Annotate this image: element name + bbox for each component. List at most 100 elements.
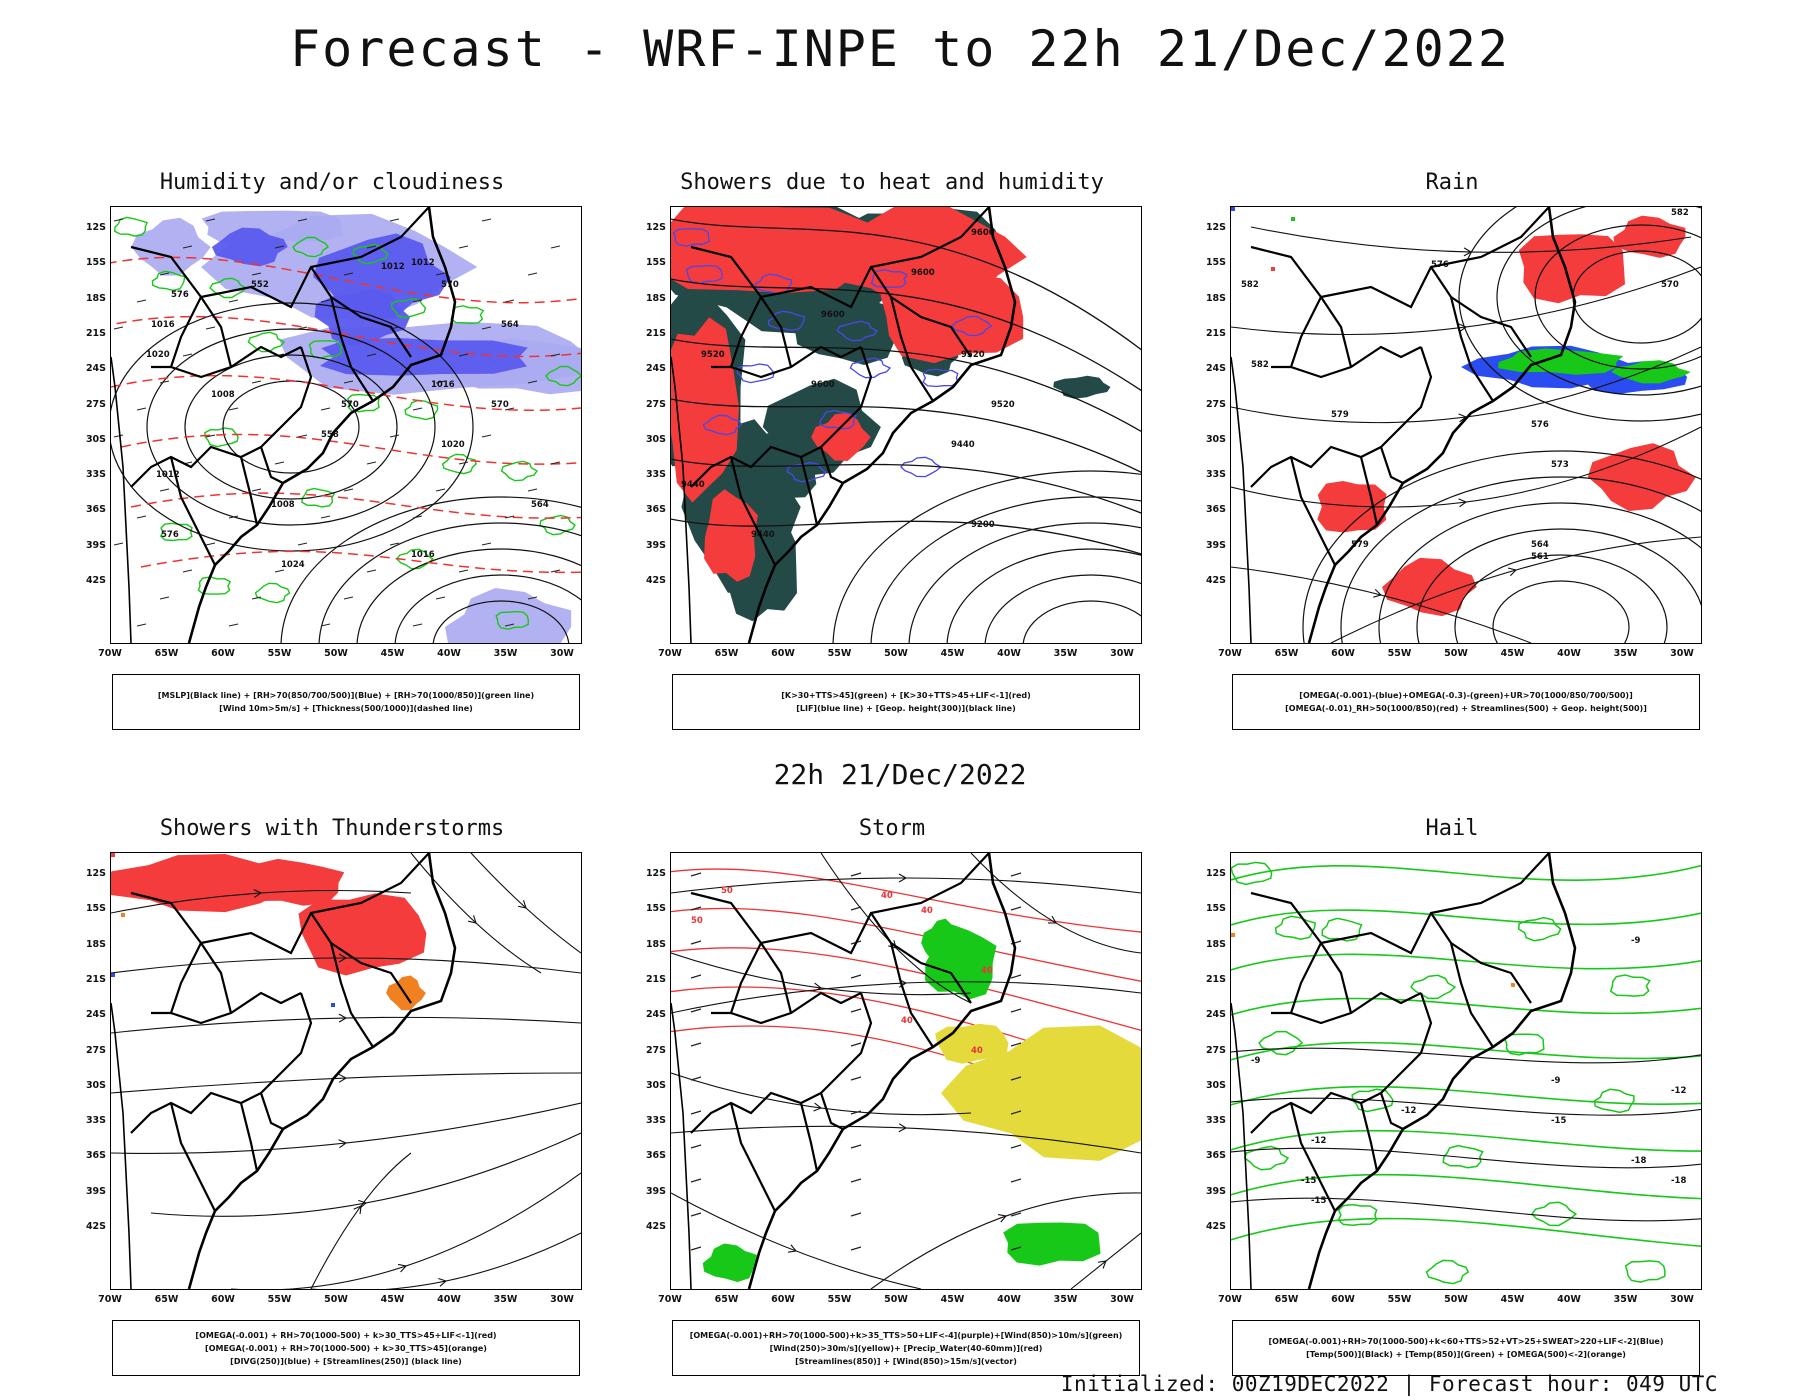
streamline — [111, 1072, 581, 1094]
isobar — [394, 574, 581, 643]
lat-tick-label: 21S — [1205, 327, 1226, 339]
coastline — [1307, 853, 1577, 1289]
map-layers: -9 -9 -12 -12 -12 -15 -15 -18 -15 -18 -9 — [1231, 853, 1701, 1289]
wind-vector — [550, 461, 561, 465]
wind-vector — [690, 1110, 702, 1115]
wind-vector — [159, 272, 170, 276]
contour-label: 582 — [1251, 360, 1269, 370]
wind-vector — [504, 623, 515, 627]
streamline-loop — [1458, 207, 1701, 422]
wind-vector — [182, 245, 193, 249]
contour-label: 1016 — [411, 550, 435, 560]
wind-vector — [1010, 872, 1022, 877]
lon-tick-label: 40W — [437, 648, 461, 659]
isobar — [280, 496, 581, 643]
lat-tick-label: 21S — [85, 973, 106, 985]
political-border — [820, 346, 873, 448]
streamline-arrow — [358, 1199, 368, 1209]
wind-vector — [343, 488, 354, 492]
lat-tick-label: 30S — [645, 433, 666, 445]
contour-label: -15 — [1301, 1176, 1316, 1186]
geop-height-300 — [870, 496, 1141, 643]
red-lif-area — [704, 489, 758, 582]
political-border — [130, 445, 262, 488]
wind-vector — [297, 542, 308, 546]
wind-vector — [850, 974, 862, 979]
legend-box: [OMEGA(-0.001)+RH>70(1000-500)+k>35_TTS>… — [672, 1320, 1140, 1376]
political-border — [820, 992, 873, 1094]
streamline-arrow — [997, 1214, 1008, 1223]
geop-height-300 — [671, 218, 1141, 351]
streamline — [1231, 566, 1532, 643]
map-panel-storm: Storm 50 50 40 40 40 40 40 12S 15S 18S 21S 24S 27S 30S… — [642, 816, 1142, 1396]
temp850-green — [1531, 1201, 1578, 1227]
contour-label: 9440 — [951, 440, 975, 450]
temp850-green — [1231, 1129, 1701, 1152]
legend-line: [OMEGA(-0.001)-(blue)+OMEGA(-0.3)-(green… — [1299, 691, 1633, 700]
wind-vector — [850, 1212, 862, 1217]
lat-tick-label: 42S — [1205, 1221, 1226, 1232]
wind-vector — [320, 515, 331, 519]
rh-green-contour — [500, 460, 539, 482]
legend-line: [OMEGA(-0.001)+RH>70(1000-500)+k<60+TTS>… — [1268, 1337, 1664, 1346]
lat-tick-label: 18S — [85, 292, 106, 304]
lat-tick-label: 12S — [85, 222, 106, 233]
geop-height-300 — [908, 522, 1141, 643]
lon-tick-label: 45W — [940, 648, 965, 659]
streamline-arrow — [438, 1277, 448, 1287]
panel-title: Showers due to heat and humidity — [680, 170, 1104, 195]
lif-blue-contour — [786, 461, 827, 483]
isobar — [318, 522, 581, 643]
political-border — [760, 942, 793, 1014]
rh-green-contour — [159, 522, 193, 542]
wind-vector — [504, 515, 515, 519]
lon-tick-label: 65W — [1274, 648, 1299, 659]
lat-tick-label: 39S — [85, 539, 106, 551]
wind-vector — [690, 1008, 702, 1013]
lat-tick-label: 15S — [85, 257, 106, 269]
lat-tick-label: 42S — [1205, 575, 1226, 586]
political-border — [260, 346, 313, 448]
lat-tick-label: 39S — [1205, 1185, 1226, 1197]
temp850-green — [1231, 864, 1701, 882]
streamline — [231, 1172, 581, 1289]
contour-label: 579 — [1351, 540, 1369, 550]
map-plot-area: 9600 9600 9520 9600 9520 9600 9520 9440 9440 9440… — [670, 206, 1142, 644]
political-border — [1430, 912, 1532, 1004]
wind-vector — [389, 218, 400, 222]
wind-vector — [297, 326, 308, 330]
wind-vector — [159, 380, 170, 384]
precip-water-contour — [671, 947, 1141, 1031]
wind-vector — [159, 488, 170, 492]
map-plot-area — [110, 852, 582, 1290]
legend-line: [Wind 10m>5m/s] + [Thickness(500/1000)](… — [219, 704, 473, 713]
lon-tick-label: 45W — [940, 1294, 965, 1305]
contour-label: 579 — [1331, 410, 1349, 420]
wind-vector — [527, 272, 538, 276]
political-border — [170, 991, 302, 1025]
wind-vector — [504, 407, 515, 411]
lat-tick-label: 39S — [85, 1185, 106, 1197]
lif-blue-contour — [819, 409, 857, 430]
map-panel-showers: Showers due to heat and humidity 9600 9600… — [642, 170, 1142, 750]
wind-vector — [690, 1076, 702, 1081]
lat-tick-label: 21S — [85, 327, 106, 339]
contour-label: 576 — [1531, 420, 1549, 430]
geop-height-300 — [671, 278, 1141, 392]
political-border — [1359, 456, 1379, 526]
temp850-green — [1231, 1085, 1701, 1106]
streamline-arrow — [253, 888, 263, 898]
red-thunder-area — [237, 858, 345, 906]
rh-lavender-area — [445, 588, 572, 643]
political-border — [1320, 296, 1353, 368]
wind-vector — [504, 299, 515, 303]
political-border — [1449, 296, 1494, 402]
lat-tick-label: 21S — [1205, 973, 1226, 985]
lat-tick-label: 27S — [1205, 398, 1226, 410]
lon-tick-label: 35W — [1053, 1294, 1078, 1305]
rh-green-contour — [292, 236, 330, 258]
lon-tick-label: 40W — [997, 648, 1021, 659]
wind-vector — [343, 380, 354, 384]
contour-label: 40 — [981, 966, 993, 976]
streamline — [310, 1152, 412, 1289]
